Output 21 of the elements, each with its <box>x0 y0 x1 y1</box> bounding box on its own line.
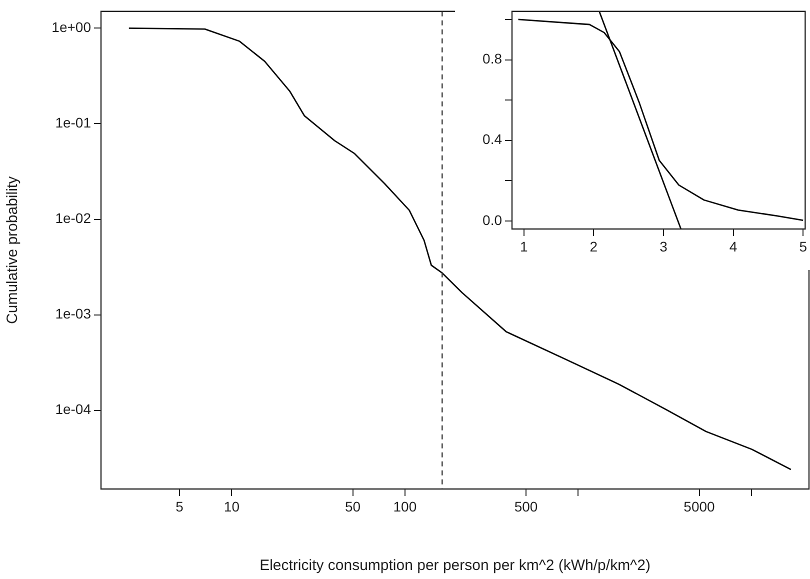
y-tick-label: 0.0 <box>482 212 502 228</box>
y-tick-label: 0.4 <box>482 131 502 148</box>
y-tick-label: 1e-01 <box>55 114 92 131</box>
x-tick-label: 500 <box>514 498 538 514</box>
x-tick-label: 10 <box>224 498 240 514</box>
y-tick-label: 0.8 <box>482 50 502 67</box>
y-tick-label: 1e+00 <box>52 19 92 36</box>
x-tick-label: 2 <box>590 238 598 254</box>
x-tick-label: 100 <box>393 498 417 514</box>
y-axis-title: Cumulative probability <box>4 176 22 324</box>
x-tick-label: 5 <box>176 498 184 514</box>
x-tick-label: 50 <box>345 498 361 514</box>
x-tick-label: 5000 <box>684 498 716 514</box>
x-tick-label: 4 <box>729 238 738 254</box>
x-tick-label: 1 <box>520 238 528 254</box>
x-tick-label: 3 <box>660 238 668 254</box>
x-axis-title: Electricity consumption per person per km^2 (kWh/p/km^2) <box>260 557 650 574</box>
y-tick-label: 1e-04 <box>55 401 92 418</box>
y-tick-label: 1e-02 <box>55 210 92 226</box>
y-tick-label: 1e-03 <box>55 306 92 322</box>
x-tick-label: 5 <box>799 238 808 254</box>
